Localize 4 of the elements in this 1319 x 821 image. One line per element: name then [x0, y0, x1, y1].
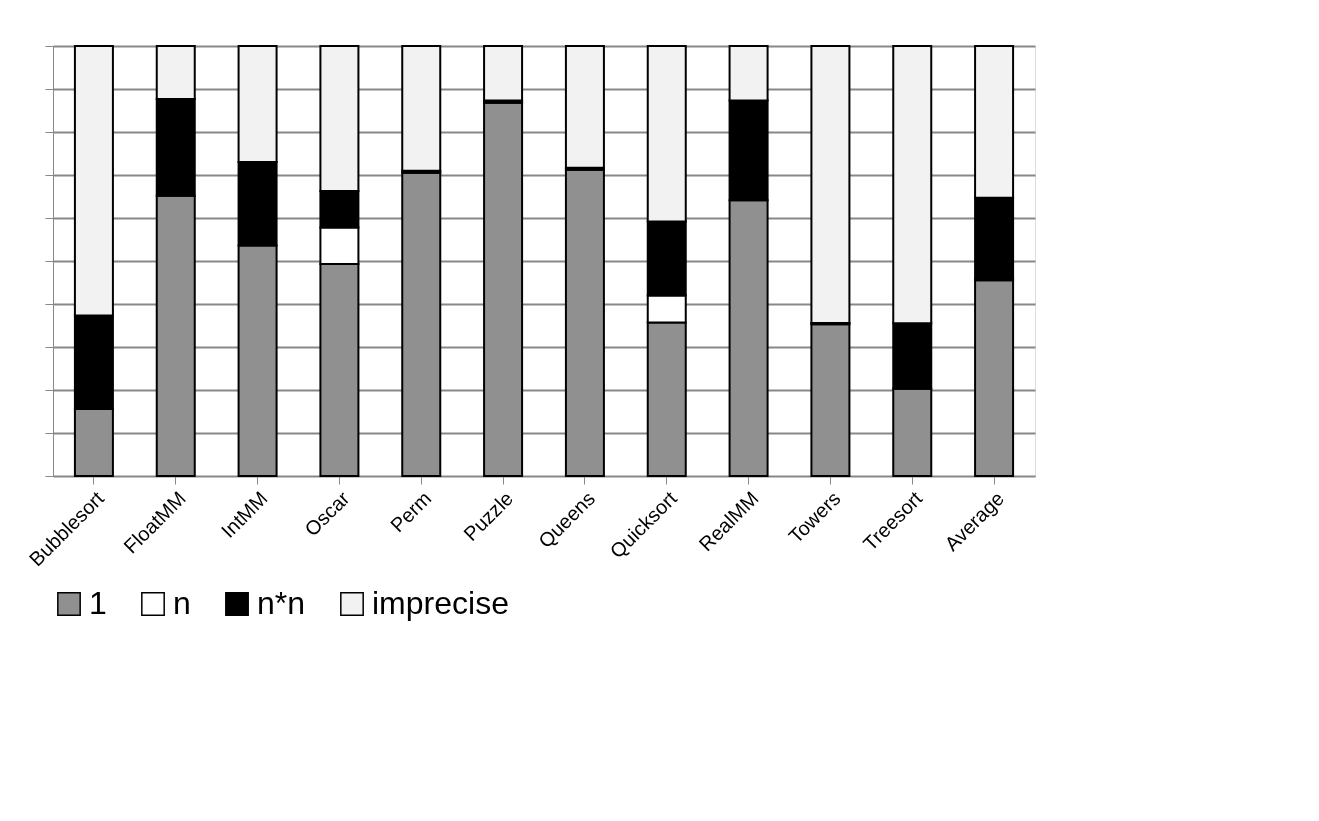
legend-label: imprecise — [372, 585, 509, 621]
legend-label: n — [173, 585, 191, 621]
legend-label: 1 — [89, 585, 107, 621]
legend-label: n*n — [257, 585, 306, 621]
